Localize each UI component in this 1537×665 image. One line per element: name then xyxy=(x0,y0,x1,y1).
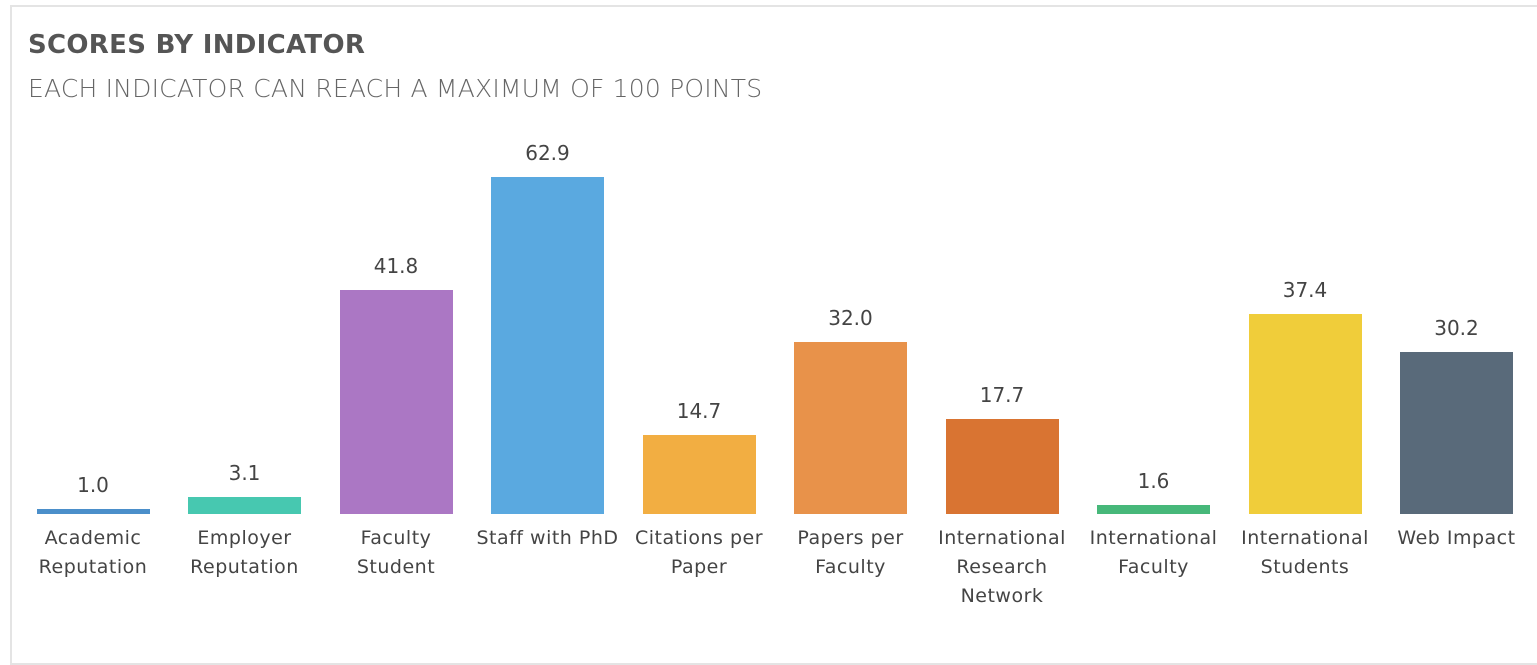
x-tick-label: Employer Reputation xyxy=(190,527,299,578)
bar xyxy=(1097,505,1210,514)
bar xyxy=(491,176,604,514)
data-label: 1.6 xyxy=(1137,469,1170,494)
bar xyxy=(794,342,907,514)
x-tick-label: Web Impact xyxy=(1397,527,1516,549)
data-label: 37.4 xyxy=(1282,277,1328,302)
data-label: 30.2 xyxy=(1434,316,1479,341)
x-tick-label: International Faculty xyxy=(1089,527,1218,578)
x-tick-label: Faculty Student xyxy=(356,527,436,578)
x-tick-label: Papers per Faculty xyxy=(797,527,904,578)
bar xyxy=(642,435,756,514)
data-label: 62.9 xyxy=(525,140,570,165)
bar xyxy=(945,419,1059,514)
data-label: 1.0 xyxy=(77,472,109,497)
x-tick-label: Academic Reputation xyxy=(38,527,148,578)
data-label: 32.0 xyxy=(828,306,873,331)
data-label: 17.7 xyxy=(979,383,1025,408)
bar xyxy=(1248,313,1362,514)
data-label: 3.1 xyxy=(228,461,261,486)
x-tick-label: International Research Network xyxy=(938,527,1066,607)
x-tick-label: Staff with PhD xyxy=(476,527,619,549)
bar xyxy=(339,289,453,514)
chart-subtitle: EACH INDICATOR CAN REACH A MAXIMUM OF 10… xyxy=(28,74,763,103)
bar xyxy=(188,497,301,514)
data-label: 41.8 xyxy=(373,253,419,278)
x-tick-label: Citations per Paper xyxy=(634,527,764,578)
data-label: 14.7 xyxy=(676,399,722,424)
chart-title: SCORES BY INDICATOR xyxy=(28,30,366,60)
x-tick-label: International Students xyxy=(1241,527,1369,578)
bar xyxy=(36,508,150,514)
bar xyxy=(1400,352,1513,514)
